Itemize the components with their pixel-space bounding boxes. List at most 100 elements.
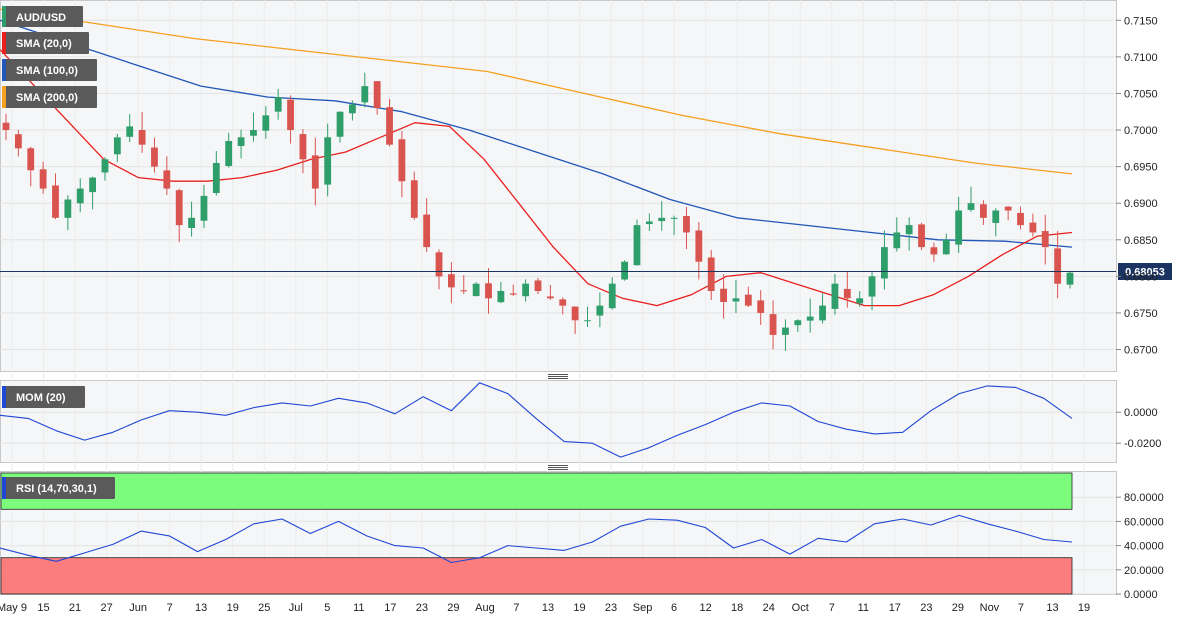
- candle: [52, 173, 59, 220]
- candle: [930, 242, 938, 262]
- date-tick-label: 29: [952, 602, 964, 614]
- panel-resize-handle-2[interactable]: [548, 465, 568, 470]
- date-tick-label: Oct: [792, 602, 809, 614]
- candle: [175, 188, 183, 243]
- date-tick-label: 6: [671, 602, 677, 614]
- candle-body: [39, 169, 47, 189]
- date-tick-label: 23: [605, 602, 617, 614]
- price-tick-label: 0.7000: [1124, 125, 1158, 137]
- candle: [992, 208, 1000, 237]
- candle: [1004, 206, 1012, 221]
- date-tick-label: 19: [573, 602, 585, 614]
- candle: [893, 217, 901, 252]
- candle-body: [757, 300, 765, 313]
- candle: [868, 272, 876, 311]
- mom-panel-frame: [0, 380, 1117, 463]
- legend-sma100[interactable]: SMA (100,0): [2, 59, 97, 81]
- candle-body: [1029, 222, 1037, 233]
- candle-body: [930, 247, 938, 255]
- candle: [658, 201, 666, 231]
- price-tick-label: 0.6750: [1124, 308, 1158, 320]
- rsi-overbought-band: [0, 472, 1073, 510]
- legend-symbol[interactable]: AUD/USD: [2, 6, 83, 27]
- candle-body: [819, 305, 826, 321]
- candle: [843, 271, 851, 308]
- date-tick-label: May 9: [0, 602, 27, 614]
- candle: [410, 171, 418, 221]
- candle: [757, 290, 765, 325]
- candle: [361, 72, 369, 108]
- candle: [460, 275, 468, 295]
- current-price-tag: 0.68053: [1118, 263, 1172, 280]
- candle: [200, 184, 208, 229]
- candle: [497, 281, 505, 304]
- date-tick-label: 7: [829, 602, 835, 614]
- candle: [212, 151, 220, 196]
- date-tick-label: Jun: [129, 602, 147, 614]
- candle-body: [126, 126, 134, 137]
- legend-rsi[interactable]: RSI (14,70,30,1): [2, 477, 115, 499]
- date-tick-label: 23: [920, 602, 932, 614]
- candle-body: [200, 195, 208, 221]
- candle-body: [831, 283, 839, 309]
- candle: [881, 230, 888, 290]
- candle-body: [52, 185, 59, 218]
- candle-body: [794, 320, 802, 326]
- candle: [546, 285, 554, 300]
- candle-body: [979, 204, 987, 218]
- candle: [559, 297, 567, 315]
- candle-body: [225, 141, 233, 166]
- mom-tick-label: 0.0000: [1124, 407, 1158, 419]
- candle: [188, 201, 195, 237]
- date-tick-label: 12: [700, 602, 712, 614]
- candle-layer: [2, 72, 1074, 351]
- candle-body: [621, 261, 629, 280]
- candle-body: [720, 288, 727, 302]
- date-tick-label: Aug: [475, 602, 495, 614]
- candle-body: [373, 81, 381, 109]
- candle-body: [336, 111, 344, 137]
- candle: [707, 249, 715, 301]
- panel-resize-handle-1[interactable]: [548, 374, 568, 379]
- candle-body: [905, 225, 913, 235]
- candle: [163, 156, 171, 195]
- rsi-tick-label: 60.0000: [1124, 516, 1164, 528]
- candle-body: [163, 170, 171, 189]
- candle-body: [76, 188, 84, 204]
- candle: [386, 99, 393, 147]
- candle-body: [769, 314, 777, 335]
- candle-body: [435, 252, 443, 277]
- candle-body: [843, 288, 851, 299]
- candle-body: [311, 155, 319, 189]
- candle-body: [695, 230, 703, 262]
- legend-sma200[interactable]: SMA (200,0): [2, 86, 97, 108]
- candle-body: [101, 159, 109, 173]
- date-tick-label: 11: [353, 602, 364, 614]
- candle-body: [175, 190, 183, 226]
- candle-body: [410, 180, 418, 218]
- candle: [1029, 213, 1037, 237]
- candle-body: [324, 137, 332, 185]
- candle-body: [1017, 212, 1024, 226]
- candle: [744, 286, 752, 307]
- candle-body: [608, 283, 616, 309]
- candle: [27, 146, 35, 187]
- candle: [522, 279, 530, 302]
- candle-body: [967, 203, 975, 210]
- candle: [1054, 231, 1062, 299]
- candle-body: [918, 224, 925, 248]
- price-tick-label: 0.6950: [1124, 162, 1158, 174]
- candle-body: [250, 130, 257, 136]
- candle-body: [744, 294, 752, 306]
- legend-sma20[interactable]: SMA (20,0): [2, 32, 89, 54]
- price-tick-label: 0.6850: [1124, 235, 1158, 247]
- candle: [608, 277, 616, 310]
- candle-body: [546, 296, 554, 299]
- candle: [509, 284, 517, 296]
- candle: [299, 129, 307, 174]
- current-price-value: 0.68053: [1125, 267, 1165, 279]
- legend-rsi-label: RSI (14,70,30,1): [16, 483, 97, 495]
- mom-tick-label: -0.0200: [1124, 438, 1161, 450]
- legend-mom[interactable]: MOM (20): [2, 386, 85, 408]
- rsi-tick-label: 0.0000: [1124, 589, 1158, 601]
